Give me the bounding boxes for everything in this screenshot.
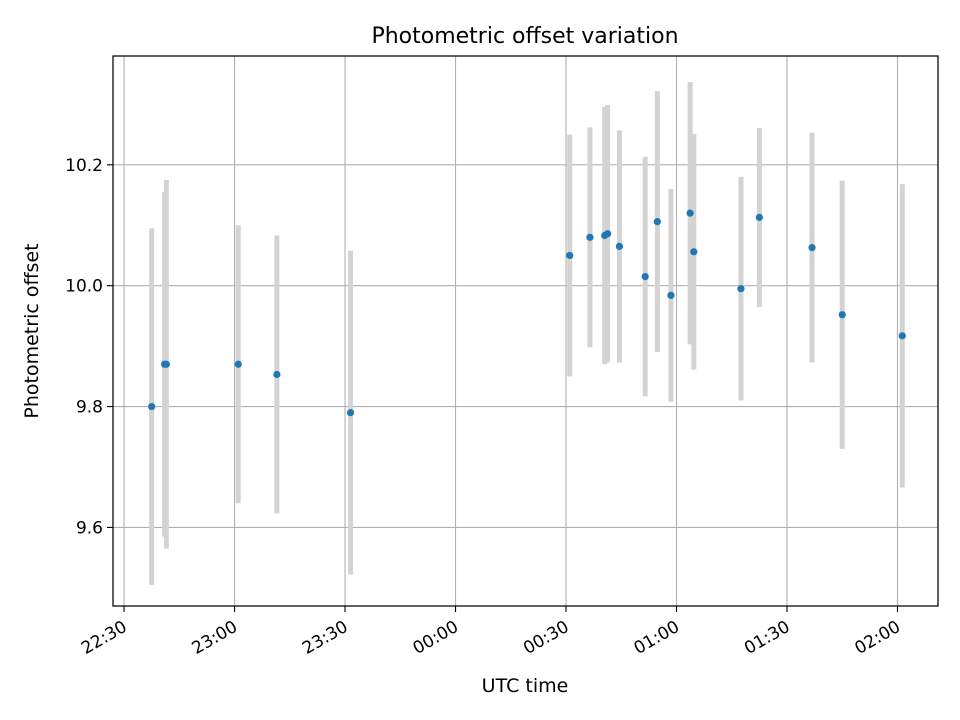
chart-title: Photometric offset variation <box>371 24 678 49</box>
data-point <box>653 218 661 226</box>
y-tick-label: 10.0 <box>65 277 103 297</box>
data-point <box>148 402 156 411</box>
grid <box>113 56 938 606</box>
data-point <box>273 370 281 379</box>
y-tick-label: 9.6 <box>76 518 103 538</box>
data-point <box>566 251 574 260</box>
data-points <box>148 209 906 417</box>
data-point <box>686 209 694 217</box>
plot-frame <box>112 55 939 607</box>
y-tick-label: 10.2 <box>65 156 103 176</box>
x-tick-label: 22:30 <box>78 617 130 659</box>
data-point <box>898 332 906 340</box>
data-point <box>808 243 816 252</box>
x-tick-label: 00:30 <box>520 617 572 659</box>
data-point <box>604 230 612 238</box>
x-tick-label: 01:30 <box>741 617 793 659</box>
data-point <box>641 273 649 281</box>
data-point <box>615 242 624 250</box>
data-point <box>346 408 355 417</box>
y-tick-label: 9.8 <box>76 398 103 418</box>
x-tick-label: 00:00 <box>410 617 462 659</box>
data-point <box>755 213 763 221</box>
x-tick-label: 23:00 <box>189 617 241 659</box>
data-point <box>838 311 846 319</box>
x-tick-label: 02:00 <box>852 617 904 659</box>
x-ticks: 22:30 23:00 23:30 00:00 00:30 01:00 01:30 02:00 <box>78 606 904 659</box>
y-ticks: 9.6 9.8 10.0 10.2 <box>65 156 113 538</box>
data-point <box>667 291 675 299</box>
x-tick-label: 01:00 <box>631 617 683 659</box>
error-bars <box>149 81 905 585</box>
data-point <box>162 360 171 368</box>
data-point <box>690 248 698 256</box>
data-point <box>234 360 242 368</box>
data-point <box>737 285 745 293</box>
x-axis-label: UTC time <box>482 675 569 697</box>
y-axis-label: Photometric offset <box>21 243 43 418</box>
x-tick-label: 23:30 <box>299 617 351 659</box>
data-point <box>586 233 594 241</box>
